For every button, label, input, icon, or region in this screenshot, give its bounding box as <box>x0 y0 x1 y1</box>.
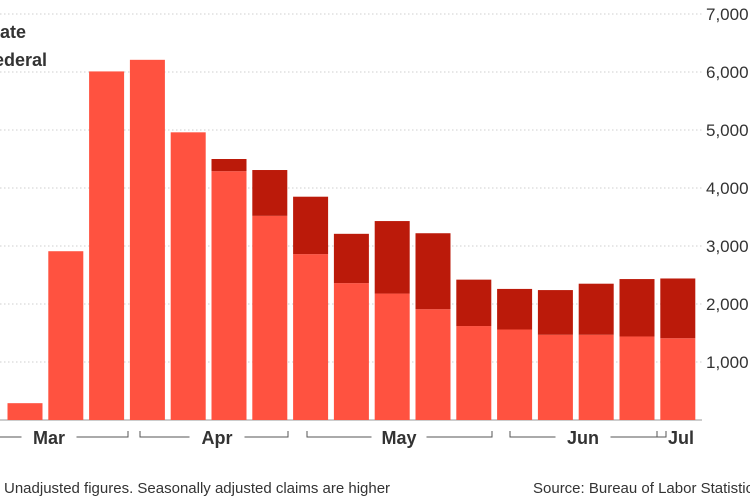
y-tick-label: 6,000 <box>706 63 749 82</box>
bar-federal <box>497 288 533 330</box>
bar-state <box>48 251 84 420</box>
bar-state <box>7 403 43 420</box>
month-bracket <box>244 431 289 438</box>
month-bracket <box>139 431 190 438</box>
month-bracket <box>0 436 22 438</box>
month-bracket <box>509 431 556 438</box>
bar-federal <box>578 283 614 335</box>
bar-federal <box>415 233 451 310</box>
bar-federal <box>252 170 288 216</box>
bar-state <box>537 334 573 420</box>
bar-federal <box>619 279 655 337</box>
bar-state <box>129 59 165 420</box>
y-tick-label: 4,000 <box>706 179 749 198</box>
month-bracket <box>76 431 129 438</box>
bar-state <box>211 171 247 420</box>
month-label: May <box>381 428 416 448</box>
y-tick-label: 1,000 <box>706 353 749 372</box>
month-bracket <box>653 431 667 438</box>
bar-state <box>456 326 492 420</box>
month-label: Apr <box>202 428 233 448</box>
bar-federal <box>211 159 247 172</box>
chart-note: Unadjusted figures. Seasonally adjusted … <box>4 480 390 497</box>
bar-state <box>578 334 614 420</box>
y-tick-label: 7,000 <box>706 5 749 24</box>
month-label: Mar <box>33 428 65 448</box>
bar-federal <box>333 233 369 284</box>
y-tick-label: 2,000 <box>706 295 749 314</box>
bar-federal <box>374 221 410 294</box>
bar-federal <box>293 196 329 255</box>
month-bracket <box>610 431 658 438</box>
chart-source: Source: Bureau of Labor Statistics <box>533 480 750 497</box>
month-label: Jul <box>668 428 694 448</box>
bar-federal <box>537 290 573 335</box>
bar-state <box>89 71 125 421</box>
bar-state <box>660 338 696 420</box>
bar-state <box>170 132 206 420</box>
bar-federal <box>456 279 492 327</box>
y-tick-label: 3,000 <box>706 237 749 256</box>
bar-state <box>619 336 655 420</box>
bar-state <box>415 309 451 420</box>
bar-state <box>252 215 288 420</box>
bar-federal <box>660 278 696 339</box>
month-bracket <box>306 431 372 438</box>
legend-label-state: tate <box>0 22 26 42</box>
month-bracket <box>426 431 493 438</box>
bars <box>7 59 696 421</box>
bar-state <box>497 329 533 420</box>
y-tick-label: 5,000 <box>706 121 749 140</box>
month-label: Jun <box>567 428 599 448</box>
y-axis-tick-labels: 1,000 2,000 3,000 4,000 5,000 6,000 7,000 <box>706 5 749 372</box>
bar-state <box>374 293 410 420</box>
month-axis: Mar Apr May Jun Jul <box>0 428 694 448</box>
bar-state <box>293 254 329 420</box>
bar-state <box>333 283 369 420</box>
